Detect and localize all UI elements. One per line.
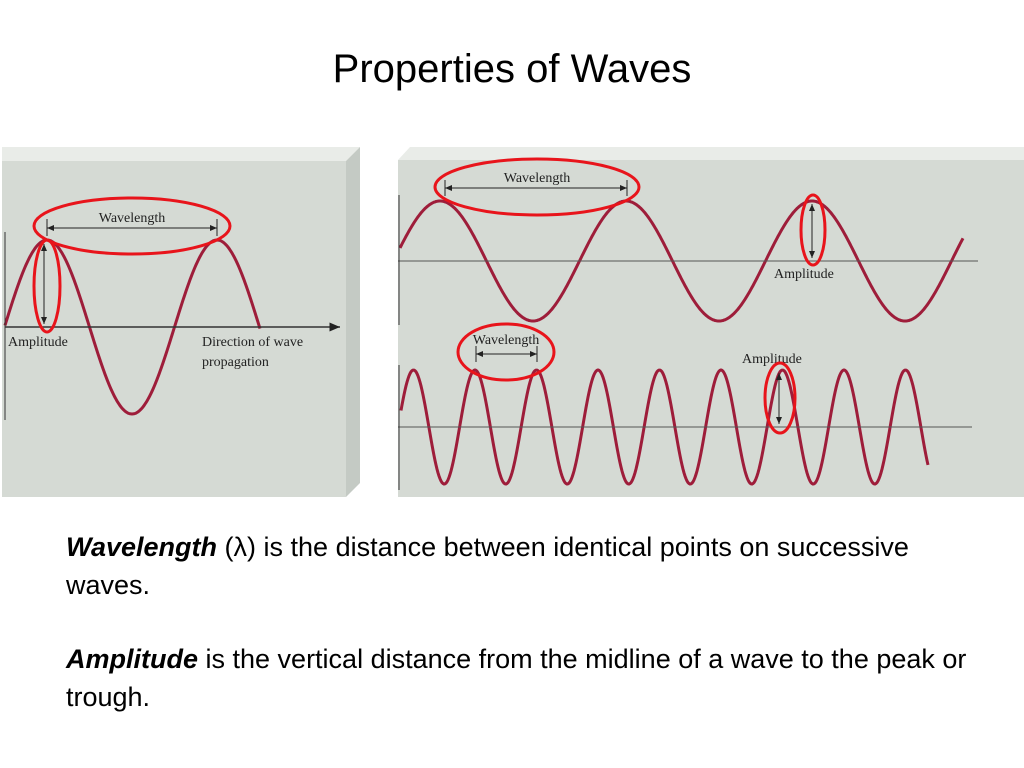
highlight — [763, 361, 797, 435]
amplitude-label: Amplitude — [742, 352, 802, 367]
highlight — [32, 196, 232, 256]
panel-bevel — [398, 147, 1024, 160]
direction-label: propagation — [202, 355, 269, 370]
slide-title: Properties of Waves — [333, 47, 692, 91]
term: Amplitude — [66, 644, 198, 674]
term: Wavelength — [66, 532, 218, 562]
highlight — [433, 157, 641, 217]
definition-text: is the vertical distance from the midlin… — [66, 644, 967, 712]
wave — [398, 199, 965, 323]
definition-text: (λ) is the distance between identical po… — [66, 532, 909, 600]
direction-label: Direction of wave — [202, 335, 303, 350]
amplitude-label: Amplitude — [774, 267, 834, 282]
wavelength-label: Wavelength — [473, 333, 540, 348]
wavelength-label: Wavelength — [504, 171, 571, 186]
definition: Amplitude is the vertical distance from … — [66, 640, 976, 716]
highlight — [799, 193, 827, 267]
highlight — [32, 238, 62, 334]
panel-bevel — [2, 147, 360, 161]
amplitude-label: Amplitude — [8, 335, 68, 350]
panel-bevel — [346, 147, 360, 497]
highlight — [456, 322, 556, 382]
panel — [398, 160, 1024, 497]
wave — [399, 368, 930, 486]
wavelength-label: Wavelength — [99, 211, 166, 226]
definition: Wavelength (λ) is the distance between i… — [66, 528, 976, 604]
